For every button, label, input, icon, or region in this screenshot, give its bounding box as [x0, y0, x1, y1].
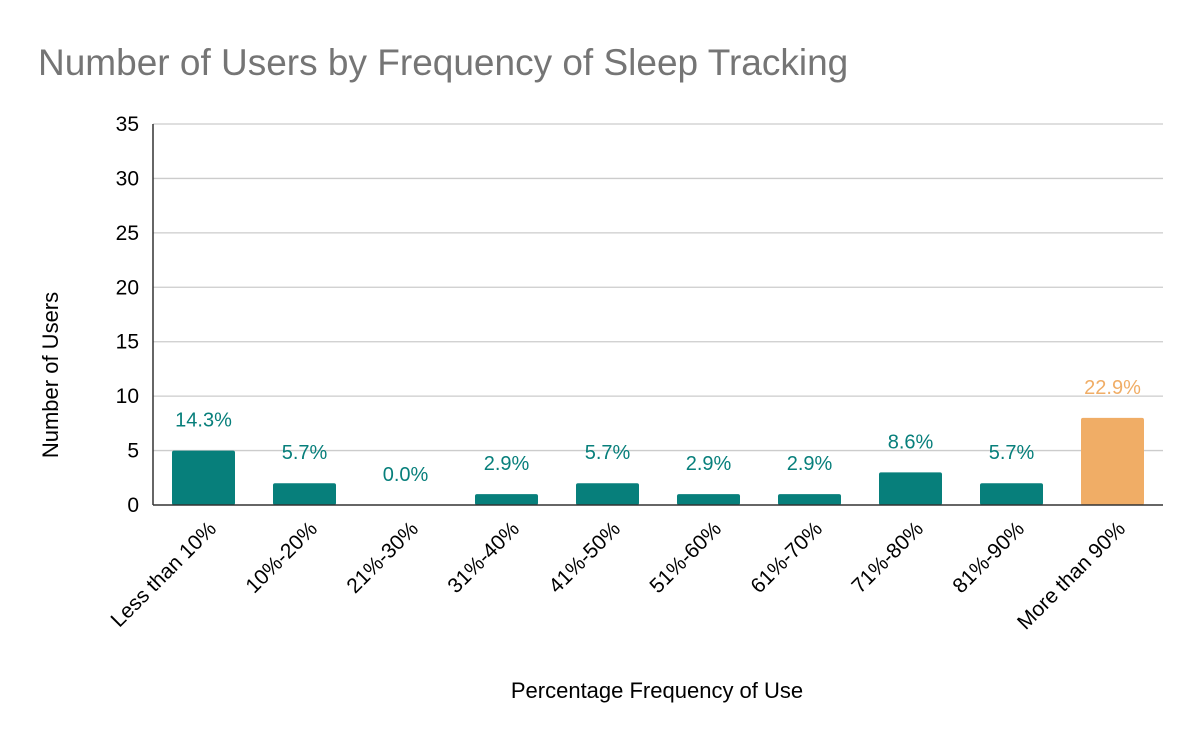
bar: [273, 483, 336, 505]
bar: [879, 472, 942, 505]
y-tick-label: 20: [116, 276, 139, 299]
x-tick-label: 81%-90%: [948, 517, 1029, 598]
data-label: 0.0%: [383, 464, 429, 486]
gridlines: [153, 123, 1163, 452]
x-tick-label: 41%-50%: [544, 517, 625, 598]
bar: [778, 494, 841, 505]
bar: [576, 483, 639, 505]
x-tick-label: Less than 10%: [107, 517, 222, 632]
x-tick-label: More than 90%: [1013, 517, 1130, 634]
y-tick-label: 35: [116, 113, 139, 136]
bar: [677, 494, 740, 505]
y-tick-label: 10: [116, 385, 139, 408]
y-tick-label: 0: [127, 494, 139, 517]
x-tick-label: 71%-80%: [847, 517, 928, 598]
data-label: 2.9%: [787, 453, 833, 475]
chart-title: Number of Users by Frequency of Sleep Tr…: [38, 42, 848, 83]
bar: [980, 483, 1043, 505]
y-axis-ticks: 0 5 10 15 20 25 30 35: [116, 113, 139, 517]
data-label: 22.9%: [1084, 377, 1141, 399]
data-label: 8.6%: [888, 431, 934, 453]
y-tick-label: 30: [116, 167, 139, 190]
x-tick-label: 51%-60%: [645, 517, 726, 598]
data-label: 5.7%: [282, 442, 328, 464]
data-label: 5.7%: [989, 442, 1035, 464]
bar: [1081, 417, 1144, 505]
x-axis-title: Percentage Frequency of Use: [511, 678, 803, 703]
bar: [475, 494, 538, 505]
data-label: 2.9%: [484, 453, 530, 475]
x-tick-label: 61%-70%: [746, 517, 827, 598]
data-label: 14.3%: [175, 410, 232, 432]
data-label: 2.9%: [686, 453, 732, 475]
x-axis-categories: Less than 10% 10%-20% 21%-30% 31%-40% 41%-50…: [107, 517, 1131, 634]
y-axis-title: Number of Users: [38, 292, 63, 458]
x-tick-label: 21%-30%: [342, 517, 423, 598]
data-label: 5.7%: [585, 442, 631, 464]
bar: [172, 450, 235, 505]
y-tick-label: 5: [127, 440, 139, 463]
x-tick-label: 31%-40%: [443, 517, 524, 598]
x-tick-label: 10%-20%: [241, 517, 322, 598]
y-tick-label: 15: [116, 331, 139, 354]
data-labels: 14.3% 5.7% 0.0% 2.9% 5.7% 2.9% 2.9% 8.6% 5.7% 22.…: [175, 377, 1141, 486]
y-tick-label: 25: [116, 222, 139, 245]
bars: [172, 417, 1144, 505]
